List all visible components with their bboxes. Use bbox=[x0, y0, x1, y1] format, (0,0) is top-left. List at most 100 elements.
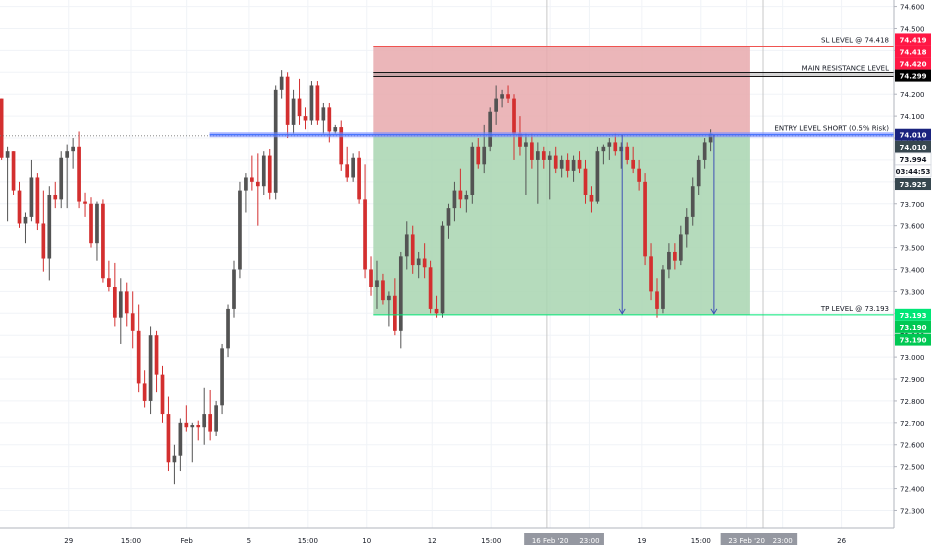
candle-body bbox=[696, 159, 701, 187]
candle-body bbox=[29, 177, 34, 217]
candle-body bbox=[5, 151, 10, 158]
candle-body bbox=[446, 208, 451, 226]
price-badge-bg bbox=[895, 140, 931, 153]
candle-body bbox=[0, 98, 4, 158]
candles bbox=[0, 70, 713, 485]
candle-body bbox=[452, 190, 457, 209]
candle-body bbox=[321, 107, 326, 121]
candle-body bbox=[136, 330, 141, 384]
candle-body bbox=[625, 146, 630, 160]
price-badge-label: 74.419 bbox=[899, 36, 926, 44]
price-tick-label: 74.500 bbox=[900, 25, 925, 33]
candle-body bbox=[393, 295, 397, 331]
candle-body bbox=[434, 308, 439, 314]
price-badge-label: 73.193 bbox=[899, 312, 926, 320]
candle-body bbox=[690, 186, 695, 217]
price-tick-label: 74.200 bbox=[900, 91, 925, 99]
candle-body bbox=[458, 190, 463, 200]
time-highlight-bg bbox=[574, 533, 604, 545]
candle-body bbox=[190, 425, 195, 428]
candle-body bbox=[404, 234, 409, 257]
candle-body bbox=[416, 258, 421, 266]
horizontal-levels[interactable]: SL LEVEL @ 74.418 MAIN RESISTANCE LEVEL EN… bbox=[0, 36, 895, 316]
price-tick-label: 72.700 bbox=[900, 420, 925, 428]
candle-body bbox=[684, 216, 689, 235]
candle-body bbox=[410, 234, 415, 266]
candle-body bbox=[506, 94, 510, 99]
time-tick-label: 23 Feb '20 bbox=[728, 537, 765, 545]
candle-body bbox=[369, 269, 373, 288]
price-tick-label: 72.800 bbox=[900, 398, 925, 406]
candle-body bbox=[387, 295, 391, 301]
time-tick-label: 23:00 bbox=[773, 537, 793, 545]
candle-body bbox=[673, 251, 677, 261]
price-badge-bg bbox=[895, 320, 931, 333]
price-badge-bg bbox=[895, 178, 931, 191]
candle-body bbox=[559, 159, 564, 169]
candle-body bbox=[273, 89, 278, 193]
risk-zone[interactable] bbox=[373, 46, 750, 136]
candle-body bbox=[553, 155, 558, 169]
candle-body bbox=[643, 181, 647, 257]
price-badge-bg bbox=[895, 308, 931, 321]
candle-body bbox=[464, 194, 469, 200]
price-tick-label: 73.300 bbox=[900, 288, 925, 296]
target-arrow-head bbox=[710, 308, 718, 315]
candle-body bbox=[631, 159, 636, 169]
candle-body bbox=[154, 335, 159, 375]
candle-body bbox=[107, 278, 111, 288]
candle-body bbox=[238, 190, 242, 270]
candle-body bbox=[178, 422, 183, 456]
candle-body bbox=[95, 203, 99, 244]
candle-body bbox=[375, 280, 379, 288]
candle-body bbox=[124, 291, 129, 314]
candle-body bbox=[315, 85, 320, 121]
time-axis-bg bbox=[0, 528, 894, 550]
candle-body bbox=[166, 414, 171, 463]
candle-body bbox=[512, 98, 516, 134]
candle-body bbox=[351, 157, 355, 178]
price-badge-label: 74.420 bbox=[899, 61, 926, 69]
candle-body bbox=[613, 142, 618, 152]
candle-body bbox=[196, 425, 201, 428]
candle-body bbox=[476, 146, 481, 165]
price-badge-bg bbox=[895, 128, 931, 141]
candle-body bbox=[244, 177, 248, 191]
candle-body bbox=[232, 269, 236, 309]
candle-body bbox=[71, 146, 75, 152]
candle-body bbox=[35, 177, 40, 224]
candle-body bbox=[381, 280, 385, 301]
target-arrow-head bbox=[618, 308, 626, 315]
candle-body bbox=[172, 455, 177, 463]
candle-body bbox=[184, 422, 189, 428]
price-tick-label: 72.500 bbox=[900, 464, 925, 472]
candle-body bbox=[494, 98, 498, 112]
candle-body bbox=[53, 194, 58, 200]
candle-body bbox=[303, 116, 308, 121]
level-label: SL LEVEL @ 74.418 bbox=[821, 36, 889, 44]
candle-body bbox=[327, 107, 332, 132]
price-badge-label: 73.925 bbox=[899, 181, 926, 189]
time-highlight-bg bbox=[720, 533, 773, 545]
price-tick-label: 73.000 bbox=[900, 354, 925, 362]
candle-body bbox=[470, 146, 475, 195]
price-badge-label: 74.418 bbox=[899, 48, 926, 56]
price-tick-label: 73.500 bbox=[900, 245, 925, 253]
candle-body bbox=[589, 194, 594, 202]
candle-body bbox=[267, 155, 272, 193]
price-badge-label: 74.010 bbox=[899, 144, 926, 152]
time-tick-label: 5 bbox=[247, 537, 251, 545]
candle-body bbox=[530, 142, 534, 160]
candle-body bbox=[65, 151, 70, 158]
price-badge-bg bbox=[895, 333, 931, 346]
candle-body bbox=[524, 142, 528, 147]
candle-body bbox=[118, 291, 123, 318]
candle-body bbox=[83, 201, 87, 204]
candle-body bbox=[571, 159, 576, 171]
candle-body bbox=[535, 151, 540, 160]
price-badge-bg bbox=[895, 33, 931, 46]
candle-body bbox=[11, 151, 16, 191]
